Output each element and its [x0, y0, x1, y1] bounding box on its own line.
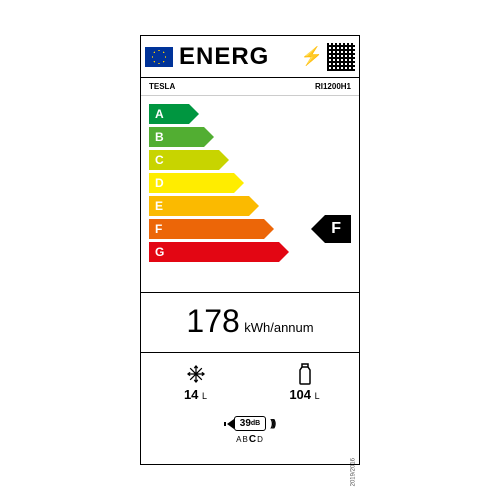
noise-badge: 39dB ))) — [234, 416, 266, 431]
bottom-section: 14 L 104 L 39dB ))) ABCD — [141, 352, 359, 451]
bottle-icon — [250, 361, 359, 387]
lightning-icon: ⚡ — [301, 46, 323, 67]
class-arrow-f: F — [149, 219, 264, 239]
efficiency-scale: ABCDEFFG — [141, 96, 359, 292]
fridge-value: 104 L — [250, 387, 359, 402]
energy-title: ENERG — [179, 43, 301, 71]
fridge-cell: 104 L — [250, 353, 359, 408]
class-arrow-a: A — [149, 104, 189, 124]
brand-name: TESLA — [149, 82, 175, 91]
consumption-value: 178 — [186, 303, 239, 339]
model-number: RI1200H1 — [315, 82, 351, 91]
rating-pointer: F — [325, 215, 351, 243]
noise-class-scale: ABCD — [141, 434, 359, 445]
snowflake-icon — [141, 361, 250, 387]
freezer-cell: 14 L — [141, 353, 250, 408]
freezer-value: 14 L — [141, 387, 250, 402]
energy-label: ENERG ⚡ TESLA RI1200H1 ABCDEFFG 178 kWh/… — [140, 35, 360, 465]
class-arrow-g: G — [149, 242, 279, 262]
brand-row: TESLA RI1200H1 — [141, 78, 359, 96]
consumption-unit: kWh/annum — [244, 320, 313, 335]
qr-code-icon — [327, 43, 355, 71]
class-arrow-b: B — [149, 127, 204, 147]
class-arrow-e: E — [149, 196, 249, 216]
class-arrow-d: D — [149, 173, 234, 193]
eu-flag-icon — [145, 47, 173, 67]
noise-cell: 39dB ))) ABCD — [141, 408, 359, 451]
regulation-number: 2019/2016 — [350, 458, 356, 486]
class-arrow-c: C — [149, 150, 219, 170]
sound-wave-icon: ))) — [270, 418, 274, 429]
consumption-section: 178 kWh/annum — [141, 292, 359, 352]
header: ENERG ⚡ — [141, 36, 359, 78]
